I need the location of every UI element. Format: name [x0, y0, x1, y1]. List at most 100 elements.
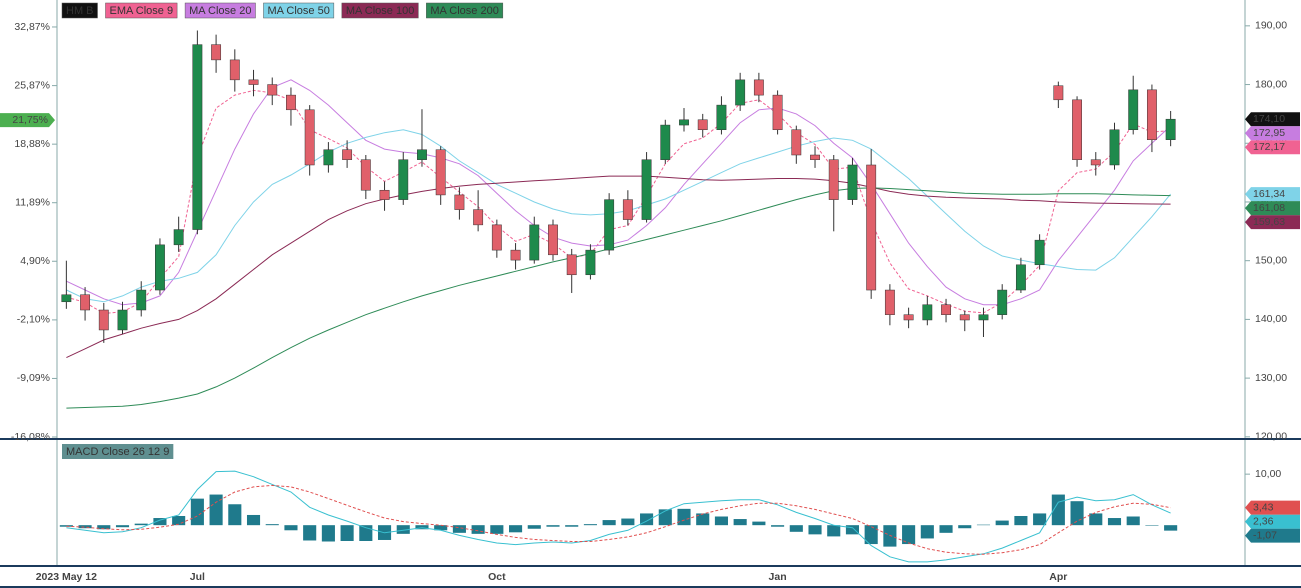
histogram-bar: [789, 525, 803, 532]
y2-tick-label: -16,08%: [11, 431, 50, 443]
x-tick-label: Oct: [488, 571, 506, 583]
y-tick-label: 120,00: [1255, 431, 1287, 443]
histogram-bar: [958, 525, 972, 529]
legend-label: MA Close 50: [267, 5, 329, 17]
value-tag: [1245, 187, 1300, 202]
histogram-bar: [490, 525, 504, 534]
y2-tick-label: -9,09%: [17, 372, 50, 384]
y2-tick-label: 4,90%: [20, 255, 50, 267]
candle-body: [548, 224, 558, 256]
moving-average-line: [66, 79, 1171, 306]
value-tag: [1245, 201, 1300, 216]
histogram-bar: [864, 525, 878, 545]
candle-body: [473, 209, 484, 226]
candle-body: [229, 59, 240, 81]
legend-swatch: [341, 2, 419, 19]
value-tag-label: 161,08: [1253, 202, 1285, 214]
histogram-bar: [59, 525, 73, 527]
value-tag-label: 174,10: [1253, 113, 1285, 125]
histogram-bar: [696, 513, 710, 526]
legend-entry: MA Close 200: [426, 2, 504, 19]
histogram-bar: [246, 514, 261, 526]
histogram-bar: [565, 525, 579, 527]
histogram-bar: [265, 524, 279, 526]
histogram-bar: [602, 520, 616, 526]
value-tag: [1245, 528, 1300, 543]
value-tag-label: 161,34: [1253, 188, 1285, 200]
legend-label: HM B: [66, 5, 94, 17]
legend-swatch: [426, 2, 504, 19]
x-tick-label: Apr: [1049, 571, 1067, 583]
histogram-bar: [902, 525, 916, 545]
histogram-bar: [752, 521, 766, 526]
value-tag-label: 159,63: [1253, 216, 1285, 228]
y-tick-label: 190,00: [1255, 20, 1287, 32]
y-tick-label: 150,00: [1255, 254, 1287, 266]
candle-body: [828, 159, 839, 200]
candle-body: [884, 289, 895, 315]
histogram-bar: [97, 525, 111, 530]
histogram-bar: [677, 508, 691, 526]
candle-body: [697, 119, 708, 131]
candle-body: [136, 289, 147, 311]
histogram-bar: [303, 525, 317, 541]
y2-tick-label: 11,89%: [15, 196, 50, 208]
value-tag-label: 3,43: [1253, 501, 1274, 513]
histogram-bar: [1014, 515, 1028, 526]
candle-body: [248, 79, 259, 85]
legend-entry: EMA Close 9: [105, 2, 178, 19]
histogram-bar: [509, 525, 523, 533]
candle-body: [922, 304, 933, 321]
percent-tag: [0, 113, 55, 128]
candle-body: [997, 289, 1008, 315]
histogram-bar: [527, 525, 541, 529]
candle-body: [211, 44, 222, 61]
y2-tick-label: -2,10%: [17, 314, 50, 326]
candle-body: [155, 244, 165, 291]
histogram-bar: [1051, 494, 1065, 526]
candle-body: [61, 294, 72, 303]
candle-body: [117, 309, 128, 331]
candle-body: [510, 249, 521, 261]
histogram-bar: [714, 516, 728, 526]
histogram-bar: [321, 525, 335, 542]
candle-body: [772, 94, 783, 131]
value-tag-label: -1,07: [1253, 529, 1277, 541]
histogram-bar: [845, 525, 860, 535]
macd-line: [66, 470, 1171, 563]
y-tick-label: 130,00: [1255, 372, 1287, 384]
legend-swatch: [61, 2, 98, 19]
candle-body: [716, 104, 727, 131]
candle-body: [1090, 159, 1101, 166]
histogram-bar: [359, 525, 373, 541]
candle-body: [753, 79, 764, 96]
histogram-bar: [1089, 513, 1103, 526]
candle-body: [417, 149, 427, 160]
histogram-bar: [340, 525, 354, 541]
histogram-bar: [808, 525, 822, 535]
moving-average-line: [66, 187, 1171, 409]
moving-average-line: [66, 175, 1171, 359]
histogram-bar: [190, 498, 204, 526]
histogram-bar: [995, 520, 1009, 526]
value-tag-label: 172,95: [1253, 127, 1285, 139]
candle-body: [80, 294, 91, 311]
panel-title: MACD Close 26 12 9: [66, 446, 169, 458]
histogram-bar: [827, 525, 841, 537]
histogram-bar: [115, 525, 130, 528]
value-tag: [1245, 500, 1300, 515]
candle-body: [1109, 129, 1120, 166]
histogram-bar: [976, 524, 991, 526]
candle-body: [529, 224, 540, 261]
candle-body: [1128, 89, 1139, 131]
candle-body: [435, 149, 446, 196]
histogram-bar: [134, 523, 148, 526]
histogram-bar: [153, 518, 167, 526]
candle-body: [622, 199, 633, 220]
y2-tick-label: 25,87%: [14, 79, 50, 91]
x-tick-label: Jul: [190, 571, 205, 583]
legend-swatch: [184, 2, 256, 19]
histogram-bar: [1126, 516, 1140, 526]
legend-entry: HM B: [61, 2, 98, 19]
